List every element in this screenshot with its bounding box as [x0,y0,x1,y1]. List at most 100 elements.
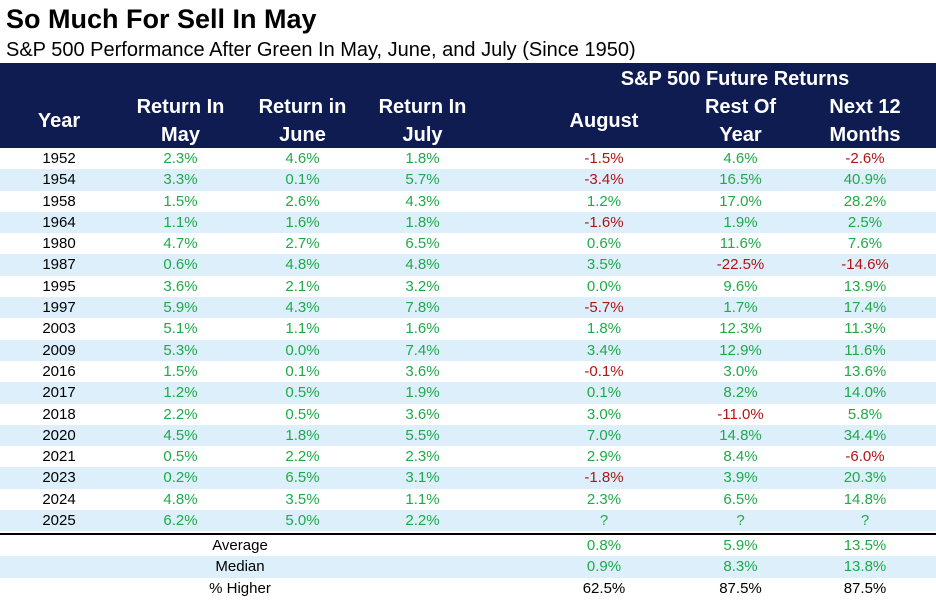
cell-aug: -1.5% [584,150,624,167]
page-title: So Much For Sell In May [6,4,317,34]
cell-may: 0.6% [163,256,198,274]
cell-aug: 1.8% [586,320,622,338]
cell-next: 40.9% [843,171,887,189]
cell-rest: ? [736,512,745,530]
column-header-next-12-months: Next 12 Months [800,93,930,149]
cell-rest: 16.5% [719,171,762,189]
column-header-next-line2: Months [829,124,901,146]
table-row: 2021 0.5% 2.2% 2.3% 2.9% 8.4% -6.0% [0,446,936,467]
cell-may: 4.5% [163,426,198,444]
cell-june: 0.1% [285,362,320,380]
cell-june: 0.5% [285,384,320,402]
page-subtitle: S&P 500 Performance After Green In May, … [6,39,636,61]
group-header-future-returns: S&P 500 Future Returns [620,68,850,90]
cell-next: 14.8% [843,490,887,508]
table-row: 1995 3.6% 2.1% 3.2% 0.0% 9.6% 13.9% [0,276,936,297]
table-row: 1958 1.5% 2.6% 4.3% 1.2% 17.0% 28.2% [0,191,936,212]
cell-may: 6.2% [163,512,198,530]
cell-may: 5.3% [163,341,198,359]
cell-aug: -0.1% [584,362,624,380]
column-header-july-line1: Return In [378,96,467,118]
summary-cell-next: 13.5% [843,537,887,554]
column-header-may: Return In May [118,93,243,149]
cell-next: 5.8% [847,405,883,423]
table-row: 1952 2.3% 4.6% 1.8% -1.5% 4.6% -2.6% [0,148,936,169]
cell-aug: 1.2% [586,192,622,210]
cell-june: 2.7% [285,235,320,253]
column-header-rest-of-year: Rest Of Year [678,93,803,149]
cell-june: 0.5% [285,405,320,423]
column-header-july: Return In July [360,93,485,149]
cell-july: 3.1% [405,469,440,487]
column-header-june: Return in June [240,93,365,149]
cell-next: 11.3% [844,320,886,338]
summary-separator [0,533,936,535]
cell-aug: 0.0% [586,277,622,295]
cell-year: 1995 [42,277,76,295]
cell-july: 3.6% [405,405,440,423]
cell-year: 1997 [42,299,76,317]
table-row: 1964 1.1% 1.6% 1.8% -1.6% 1.9% 2.5% [0,211,936,234]
cell-may: 3.3% [163,171,198,189]
column-header-may-line1: Return In [136,96,225,118]
cell-july: 2.2% [405,512,440,530]
cell-may: 1.5% [163,192,198,210]
cell-year: 2016 [42,362,76,380]
summary-cell-aug: 0.9% [586,558,622,576]
cell-july: 6.5% [405,235,440,253]
cell-rest: 3.9% [723,469,758,487]
summary-label: Average [212,537,268,554]
cell-rest: 8.4% [723,448,758,466]
cell-aug: -1.8% [584,469,624,487]
column-header-rest-line1: Rest Of [704,96,777,118]
cell-july: 7.4% [405,341,440,359]
cell-next: -14.6% [841,256,889,274]
table-row: 1997 5.9% 4.3% 7.8% -5.7% 1.7% 17.4% [0,297,936,319]
summary-cell-aug: 62.5% [582,579,626,597]
cell-year: 1987 [42,256,76,274]
cell-year: 1964 [42,213,76,231]
cell-june: 2.2% [285,448,320,466]
table-row: 2025 6.2% 5.0% 2.2%??? [0,510,936,532]
cell-rest: 11.6% [719,235,762,253]
cell-may: 1.5% [163,362,198,380]
table-row: 2023 0.2% 6.5% 3.1% -1.8% 3.9% 20.3% [0,467,936,489]
cell-next: -2.6% [845,150,885,167]
cell-aug: ? [599,512,609,530]
cell-june: 2.6% [285,192,320,210]
cell-june: 0.0% [285,341,320,359]
cell-may: 0.5% [163,448,198,466]
cell-next: 14.0% [843,384,887,402]
cell-year: 2021 [42,448,76,466]
cell-rest: 1.7% [723,299,758,317]
cell-june: 5.0% [285,512,320,530]
cell-july: 3.6% [405,362,440,380]
cell-aug: -1.6% [584,213,624,231]
cell-rest: 9.6% [723,277,758,295]
cell-aug: 7.0% [586,426,622,444]
summary-label: % Higher [209,579,271,597]
summary-row: % Higher 62.5% 87.5% 87.5% [0,578,936,599]
cell-aug: 0.1% [586,384,622,402]
table-row: 2009 5.3% 0.0% 7.4% 3.4% 12.9% 11.6% [0,339,936,361]
summary-cell-next: 87.5% [843,579,887,597]
summary-label: Median [215,558,265,576]
cell-year: 2023 [42,469,76,487]
cell-year: 2009 [42,341,76,359]
cell-may: 1.2% [163,384,198,402]
cell-next: 2.5% [847,213,883,231]
cell-may: 0.2% [163,469,198,487]
cell-june: 0.1% [285,171,320,189]
summary-row: Median 0.9% 8.3% 13.8% [0,556,936,578]
cell-june: 1.1% [285,320,320,338]
column-header-rest-line2: Year [719,124,762,146]
column-header-year: Year [37,110,81,132]
cell-rest: 17.0% [719,192,762,210]
cell-year: 2025 [42,512,76,530]
cell-june: 6.5% [285,469,320,487]
cell-rest: 12.9% [719,341,762,359]
cell-june: 4.8% [285,256,320,274]
summary-cell-next: 13.8% [843,558,887,576]
cell-june: 4.3% [285,299,320,317]
data-rows: 1952 2.3% 4.6% 1.8% -1.5% 4.6% -2.6% 1954 3.3% 0.… [0,148,936,532]
